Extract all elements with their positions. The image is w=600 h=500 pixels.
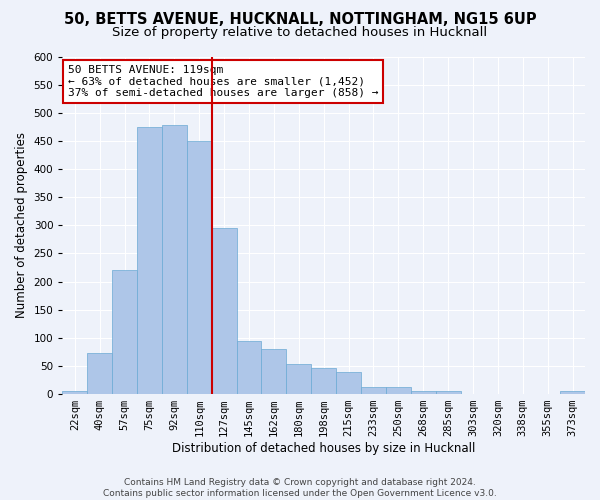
Bar xyxy=(386,388,411,394)
X-axis label: Distribution of detached houses by size in Hucknall: Distribution of detached houses by size … xyxy=(172,442,475,455)
Bar xyxy=(436,392,461,394)
Text: 50, BETTS AVENUE, HUCKNALL, NOTTINGHAM, NG15 6UP: 50, BETTS AVENUE, HUCKNALL, NOTTINGHAM, … xyxy=(64,12,536,28)
Bar xyxy=(560,392,585,394)
Bar xyxy=(311,368,336,394)
Bar xyxy=(137,127,162,394)
Bar xyxy=(212,228,236,394)
Bar xyxy=(162,125,187,394)
Bar xyxy=(336,372,361,394)
Bar xyxy=(187,141,212,394)
Bar xyxy=(112,270,137,394)
Bar xyxy=(62,392,87,394)
Bar xyxy=(236,340,262,394)
Bar xyxy=(262,349,286,394)
Text: Size of property relative to detached houses in Hucknall: Size of property relative to detached ho… xyxy=(112,26,488,39)
Bar xyxy=(361,388,386,394)
Y-axis label: Number of detached properties: Number of detached properties xyxy=(15,132,28,318)
Bar xyxy=(411,392,436,394)
Bar xyxy=(286,364,311,394)
Text: 50 BETTS AVENUE: 119sqm
← 63% of detached houses are smaller (1,452)
37% of semi: 50 BETTS AVENUE: 119sqm ← 63% of detache… xyxy=(68,65,378,98)
Text: Contains HM Land Registry data © Crown copyright and database right 2024.
Contai: Contains HM Land Registry data © Crown c… xyxy=(103,478,497,498)
Bar xyxy=(87,353,112,394)
